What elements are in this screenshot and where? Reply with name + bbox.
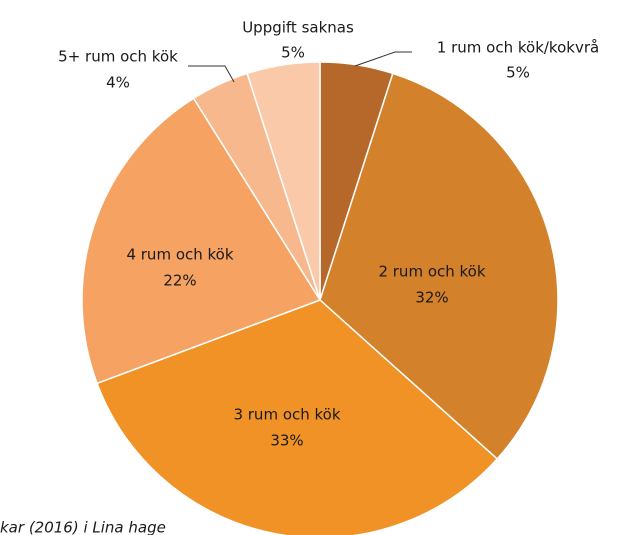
slice-label: 4 rum och kök (126, 246, 233, 264)
leader-line (354, 51, 412, 67)
value-label: 4% (106, 74, 130, 92)
slice-label: Uppgift saknas (242, 19, 354, 37)
slice-label: 5+ rum och kök (58, 48, 178, 66)
pie-slice (81, 97, 322, 385)
slice-label: 3 rum och kök (233, 406, 340, 424)
value-label: 5% (506, 64, 530, 82)
value-label: 33% (270, 432, 303, 450)
value-label: 22% (163, 272, 196, 290)
leader-line (188, 65, 235, 83)
source-note: kar (2016) i Lina hage (0, 519, 166, 535)
slice-label: 1 rum och kök/kokvrå (437, 39, 599, 57)
value-label: 5% (281, 44, 305, 62)
pie-slice (96, 299, 499, 535)
slice-label: 2 rum och kök (378, 263, 485, 281)
pie-slice (246, 61, 321, 301)
value-label: 32% (415, 289, 448, 307)
pie-slice (319, 72, 559, 460)
